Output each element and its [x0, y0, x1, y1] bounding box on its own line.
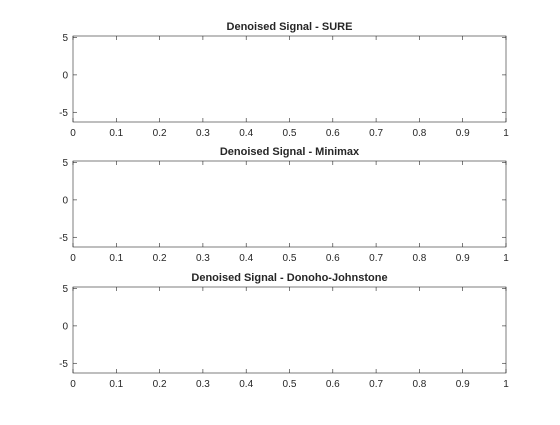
x-tick-label: 0.4 — [239, 253, 253, 264]
x-tick-label: 1 — [503, 128, 509, 139]
x-tick-label: 0.3 — [196, 379, 210, 390]
x-tick-label: 1 — [503, 253, 509, 264]
x-tick-label: 0 — [70, 253, 76, 264]
x-tick-label: 0.5 — [283, 253, 297, 264]
x-tick-label: 1 — [503, 379, 509, 390]
subplot-title: Denoised Signal - Minimax — [220, 146, 360, 158]
x-tick-label: 0.5 — [283, 128, 297, 139]
y-tick-label: 0 — [62, 321, 68, 332]
axes-box — [73, 287, 506, 373]
x-tick-label: 0.1 — [109, 253, 123, 264]
x-tick-label: 0.4 — [239, 128, 253, 139]
x-tick-label: 0 — [70, 128, 76, 139]
x-tick-label: 0.3 — [196, 128, 210, 139]
y-tick-label: -5 — [59, 233, 68, 244]
y-tick-label: 5 — [62, 158, 68, 169]
x-tick-label: 0.7 — [369, 128, 383, 139]
x-tick-label: 0.1 — [109, 379, 123, 390]
y-tick-label: 5 — [62, 284, 68, 295]
x-tick-label: 0.6 — [326, 128, 340, 139]
y-tick-label: 0 — [62, 195, 68, 206]
x-tick-label: 0.6 — [326, 379, 340, 390]
x-tick-label: 0.5 — [283, 379, 297, 390]
y-tick-label: -5 — [59, 108, 68, 119]
x-tick-label: 0.1 — [109, 128, 123, 139]
y-tick-label: 0 — [62, 70, 68, 81]
x-tick-label: 0.3 — [196, 253, 210, 264]
x-tick-label: 0.8 — [412, 379, 426, 390]
x-tick-label: 0.2 — [153, 128, 167, 139]
axes-box — [73, 161, 506, 247]
y-tick-label: 5 — [62, 33, 68, 44]
x-tick-label: 0.4 — [239, 379, 253, 390]
x-tick-label: 0.9 — [456, 253, 470, 264]
x-tick-label: 0.9 — [456, 128, 470, 139]
subplot-title: Denoised Signal - Donoho-Johnstone — [191, 272, 387, 284]
x-tick-label: 0.7 — [369, 379, 383, 390]
x-tick-label: 0.2 — [153, 379, 167, 390]
x-tick-label: 0.8 — [412, 253, 426, 264]
x-tick-label: 0.6 — [326, 253, 340, 264]
x-tick-label: 0 — [70, 379, 76, 390]
subplot-title: Denoised Signal - SURE — [227, 21, 353, 33]
axes-box — [73, 36, 506, 122]
x-tick-label: 0.2 — [153, 253, 167, 264]
x-tick-label: 0.8 — [412, 128, 426, 139]
x-tick-label: 0.7 — [369, 253, 383, 264]
y-tick-label: -5 — [59, 359, 68, 370]
x-tick-label: 0.9 — [456, 379, 470, 390]
